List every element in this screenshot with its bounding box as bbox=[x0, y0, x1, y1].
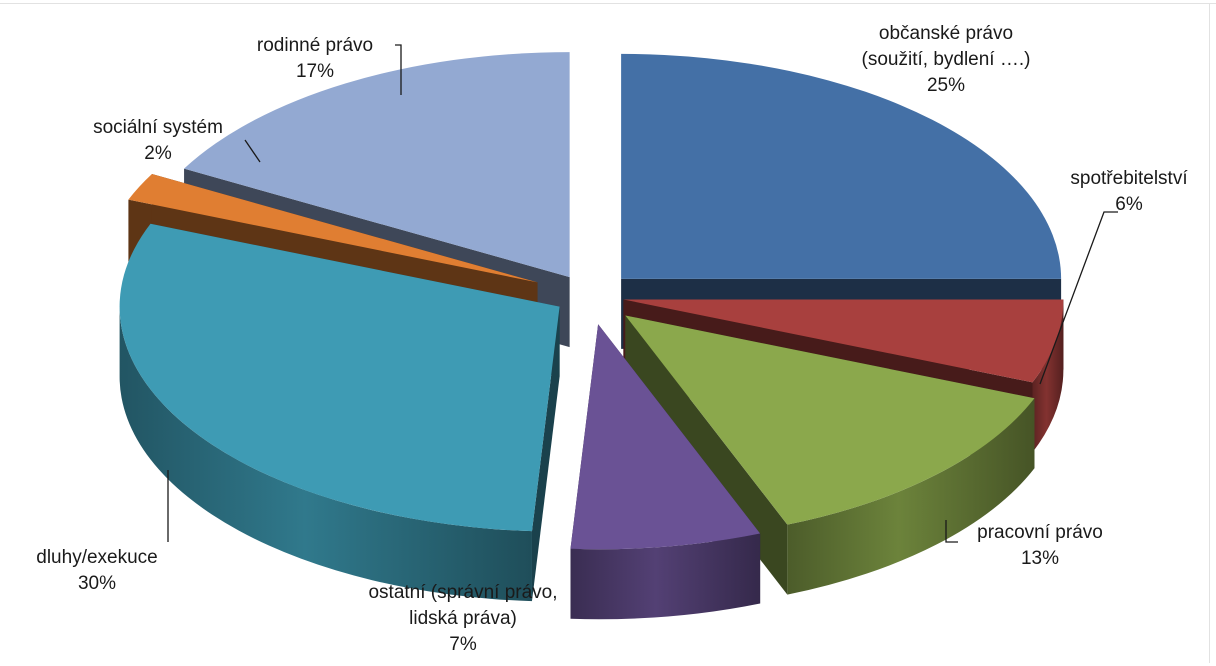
slice-percent-label: 17% bbox=[295, 61, 335, 82]
frame-top-rule bbox=[0, 3, 1216, 4]
leader-rodinne-pravo bbox=[395, 44, 402, 95]
data-label-ostatni-spravni-pravo-lidska-prava: ostatní (správní právo, lidská práva) 7% bbox=[368, 580, 557, 658]
slice-top bbox=[625, 315, 1035, 525]
slice-rim bbox=[1032, 299, 1064, 453]
slice-percent-label: 13% bbox=[1020, 548, 1060, 569]
data-label-pracovni-pravo: pracovní právo 13% bbox=[977, 520, 1103, 572]
slice-top bbox=[119, 223, 560, 532]
slice-top bbox=[570, 324, 761, 550]
data-label-socialni-system: sociální systém 2% bbox=[93, 115, 223, 167]
slice-category-label: ostatní (správní právo, bbox=[368, 582, 558, 603]
data-label-rodinne-pravo: rodinné právo 17% bbox=[257, 33, 373, 85]
slice-category-label: lidská práva) bbox=[409, 608, 517, 629]
leader-spotrebitelstvi bbox=[1039, 211, 1118, 385]
slice-category-label: rodinné právo bbox=[256, 35, 374, 56]
pie-slice-ostatni-spravni-pravo-lidska-prava bbox=[570, 324, 761, 620]
slice-percent-label: 25% bbox=[926, 75, 966, 96]
slice-category-label: spotřebitelství bbox=[1070, 168, 1188, 189]
slice-side-wall bbox=[531, 306, 560, 602]
data-label-dluhy-exekuce: dluhy/exekuce 30% bbox=[36, 545, 157, 597]
slice-percent-label: 6% bbox=[1115, 194, 1143, 215]
slice-percent-label: 2% bbox=[144, 143, 172, 164]
slice-category-label: sociální systém bbox=[93, 117, 223, 138]
slice-category-label: dluhy/exekuce bbox=[36, 547, 158, 568]
slice-percent-label: 30% bbox=[77, 573, 117, 594]
slice-top bbox=[128, 174, 538, 283]
slice-category-label: pracovní právo bbox=[977, 522, 1103, 543]
slice-rim bbox=[119, 306, 532, 602]
leader-socialni-system bbox=[244, 139, 261, 163]
slice-top bbox=[623, 299, 1064, 383]
slice-rim bbox=[787, 398, 1035, 595]
slice-percent-label: 7% bbox=[449, 634, 477, 655]
slice-top bbox=[621, 53, 1062, 279]
pie-slice-dluhy-exekuce bbox=[119, 223, 560, 602]
frame-right-rule bbox=[1209, 3, 1210, 663]
slice-top bbox=[184, 52, 570, 278]
data-label-spotrebitelstvi: spotřebitelství 6% bbox=[1070, 166, 1187, 218]
data-label-obcanske-pravo-souziti-bydleni: občanské právo (soužití, bydlení ….) 25% bbox=[862, 21, 1031, 99]
leader-pracovni-pravo bbox=[945, 520, 958, 543]
slice-category-label: (soužití, bydlení ….) bbox=[861, 49, 1031, 70]
slice-category-label: občanské právo bbox=[878, 23, 1014, 44]
slice-rim bbox=[570, 533, 761, 620]
